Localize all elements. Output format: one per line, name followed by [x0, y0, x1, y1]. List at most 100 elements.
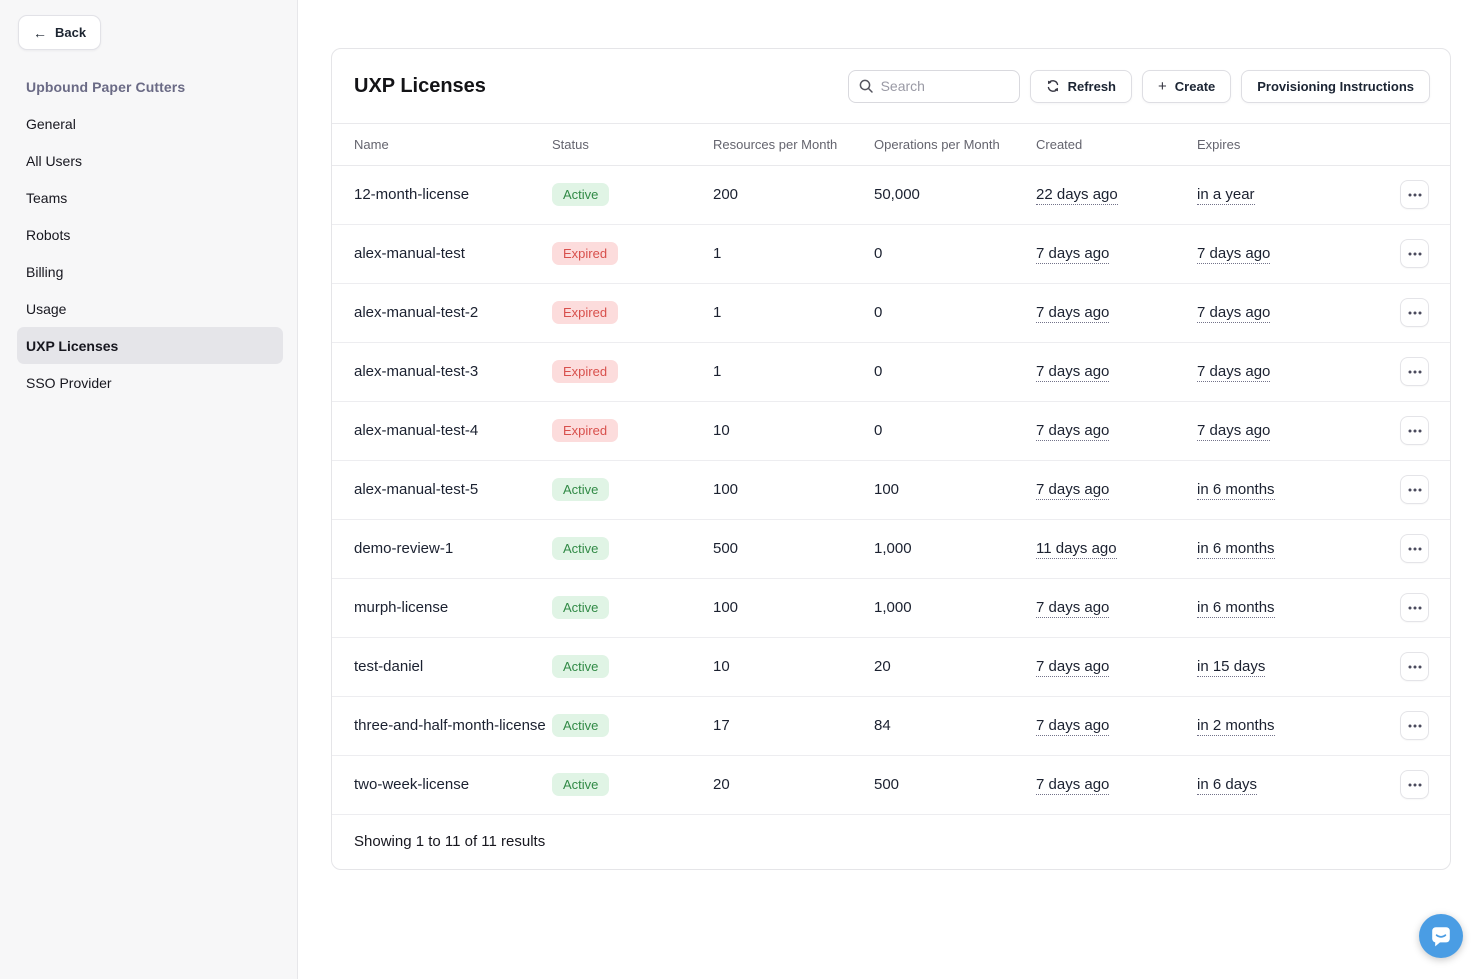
search-box	[847, 69, 1020, 103]
uxp-licenses-panel: UXP Licenses Refresh + Cr	[331, 48, 1451, 870]
refresh-button[interactable]: Refresh	[1029, 69, 1133, 103]
sidebar-item-teams[interactable]: Teams	[26, 189, 68, 206]
column-header-operations: Operations per Month	[874, 124, 1036, 166]
operations-per-month: 0	[874, 283, 1036, 343]
resources-per-month: 100	[713, 460, 874, 520]
plus-icon: +	[1158, 77, 1167, 95]
resources-per-month: 100	[713, 578, 874, 638]
created-date[interactable]: 7 days ago	[1036, 422, 1110, 441]
ellipsis-icon	[1408, 488, 1421, 491]
expires-date[interactable]: in a year	[1197, 186, 1255, 205]
row-actions-button[interactable]	[1400, 652, 1429, 681]
expires-date[interactable]: in 6 months	[1197, 540, 1275, 559]
sidebar-item-usage[interactable]: Usage	[26, 300, 67, 317]
row-actions-button[interactable]	[1400, 180, 1429, 209]
table-row: three-and-half-month-license Active 17 8…	[332, 696, 1450, 756]
license-name: two-week-license	[354, 776, 470, 793]
row-actions-button[interactable]	[1400, 770, 1429, 799]
created-date[interactable]: 22 days ago	[1036, 186, 1118, 205]
operations-per-month: 0	[874, 401, 1036, 461]
status-badge: Active	[552, 537, 610, 560]
created-date[interactable]: 7 days ago	[1036, 363, 1110, 382]
sidebar-item-all-users[interactable]: All Users	[26, 152, 83, 169]
sidebar-item-uxp-licenses[interactable]: UXP Licenses	[17, 327, 283, 364]
status-badge: Active	[552, 183, 610, 206]
resources-per-month: 17	[713, 696, 874, 756]
create-button[interactable]: + Create	[1142, 69, 1232, 103]
column-header-expires: Expires	[1197, 124, 1381, 166]
org-title: Upbound Paper Cutters	[26, 79, 186, 95]
expires-date[interactable]: 7 days ago	[1197, 422, 1271, 441]
sidebar-item-robots[interactable]: Robots	[26, 226, 71, 243]
resources-per-month: 500	[713, 519, 874, 579]
expires-date[interactable]: in 2 months	[1197, 717, 1275, 736]
table-row: test-daniel Active 10 20 7 days ago in 1…	[332, 637, 1450, 697]
row-actions-button[interactable]	[1400, 711, 1429, 740]
ellipsis-icon	[1408, 429, 1421, 432]
chat-launcher-button[interactable]	[1419, 914, 1463, 958]
operations-per-month: 500	[874, 755, 1036, 815]
status-badge: Active	[552, 655, 610, 678]
ellipsis-icon	[1408, 665, 1421, 668]
column-header-name: Name	[332, 124, 552, 166]
sidebar-item-general[interactable]: General	[26, 115, 76, 132]
refresh-button-label: Refresh	[1067, 78, 1117, 94]
resources-per-month: 20	[713, 755, 874, 815]
expires-date[interactable]: 7 days ago	[1197, 245, 1271, 264]
panel-controls: Refresh + Create Provisioning Instructio…	[847, 69, 1430, 103]
create-button-label: Create	[1174, 78, 1216, 94]
status-badge: Active	[552, 478, 610, 501]
license-name: demo-review-1	[354, 540, 454, 557]
expires-date[interactable]: in 6 months	[1197, 481, 1275, 500]
row-actions-button[interactable]	[1400, 239, 1429, 268]
status-badge: Active	[552, 596, 610, 619]
sidebar-nav: General All Users Teams Robots Billing U…	[17, 105, 283, 401]
status-badge: Active	[552, 714, 610, 737]
license-name: 12-month-license	[354, 186, 470, 203]
created-date[interactable]: 7 days ago	[1036, 481, 1110, 500]
table-row: alex-manual-test-2 Expired 1 0 7 days ag…	[332, 283, 1450, 343]
created-date[interactable]: 7 days ago	[1036, 245, 1110, 264]
expires-date[interactable]: in 6 days	[1197, 776, 1258, 795]
license-name: alex-manual-test-4	[354, 422, 479, 439]
created-date[interactable]: 7 days ago	[1036, 658, 1110, 677]
back-button[interactable]: ← Back	[18, 15, 102, 50]
ellipsis-icon	[1408, 783, 1421, 786]
row-actions-button[interactable]	[1400, 416, 1429, 445]
operations-per-month: 1,000	[874, 578, 1036, 638]
ellipsis-icon	[1408, 370, 1421, 373]
created-date[interactable]: 7 days ago	[1036, 599, 1110, 618]
row-actions-button[interactable]	[1400, 298, 1429, 327]
sidebar-item-sso-provider[interactable]: SSO Provider	[26, 374, 112, 391]
resources-per-month: 10	[713, 637, 874, 697]
row-actions-button[interactable]	[1400, 357, 1429, 386]
operations-per-month: 1,000	[874, 519, 1036, 579]
license-name: alex-manual-test	[354, 245, 465, 262]
ellipsis-icon	[1408, 252, 1421, 255]
sidebar-item-billing[interactable]: Billing	[26, 263, 64, 280]
expires-date[interactable]: in 6 months	[1197, 599, 1275, 618]
status-badge: Expired	[552, 419, 619, 442]
created-date[interactable]: 7 days ago	[1036, 304, 1110, 323]
license-name: alex-manual-test-2	[354, 304, 479, 321]
row-actions-button[interactable]	[1400, 534, 1429, 563]
license-name: alex-manual-test-3	[354, 363, 479, 380]
column-header-resources: Resources per Month	[713, 124, 874, 166]
table-row: alex-manual-test Expired 1 0 7 days ago …	[332, 224, 1450, 284]
resources-per-month: 1	[713, 283, 874, 343]
created-date[interactable]: 11 days ago	[1036, 540, 1117, 559]
ellipsis-icon	[1408, 547, 1421, 550]
table-row: alex-manual-test-4 Expired 10 0 7 days a…	[332, 401, 1450, 461]
expires-date[interactable]: 7 days ago	[1197, 363, 1271, 382]
expires-date[interactable]: 7 days ago	[1197, 304, 1271, 323]
resources-per-month: 10	[713, 401, 874, 461]
row-actions-button[interactable]	[1400, 475, 1429, 504]
expires-date[interactable]: in 15 days	[1197, 658, 1266, 677]
panel-header: UXP Licenses Refresh + Cr	[332, 49, 1450, 124]
page-title: UXP Licenses	[354, 74, 486, 97]
search-input[interactable]	[847, 69, 1020, 103]
provisioning-instructions-button[interactable]: Provisioning Instructions	[1241, 69, 1430, 103]
created-date[interactable]: 7 days ago	[1036, 717, 1110, 736]
row-actions-button[interactable]	[1400, 593, 1429, 622]
created-date[interactable]: 7 days ago	[1036, 776, 1110, 795]
